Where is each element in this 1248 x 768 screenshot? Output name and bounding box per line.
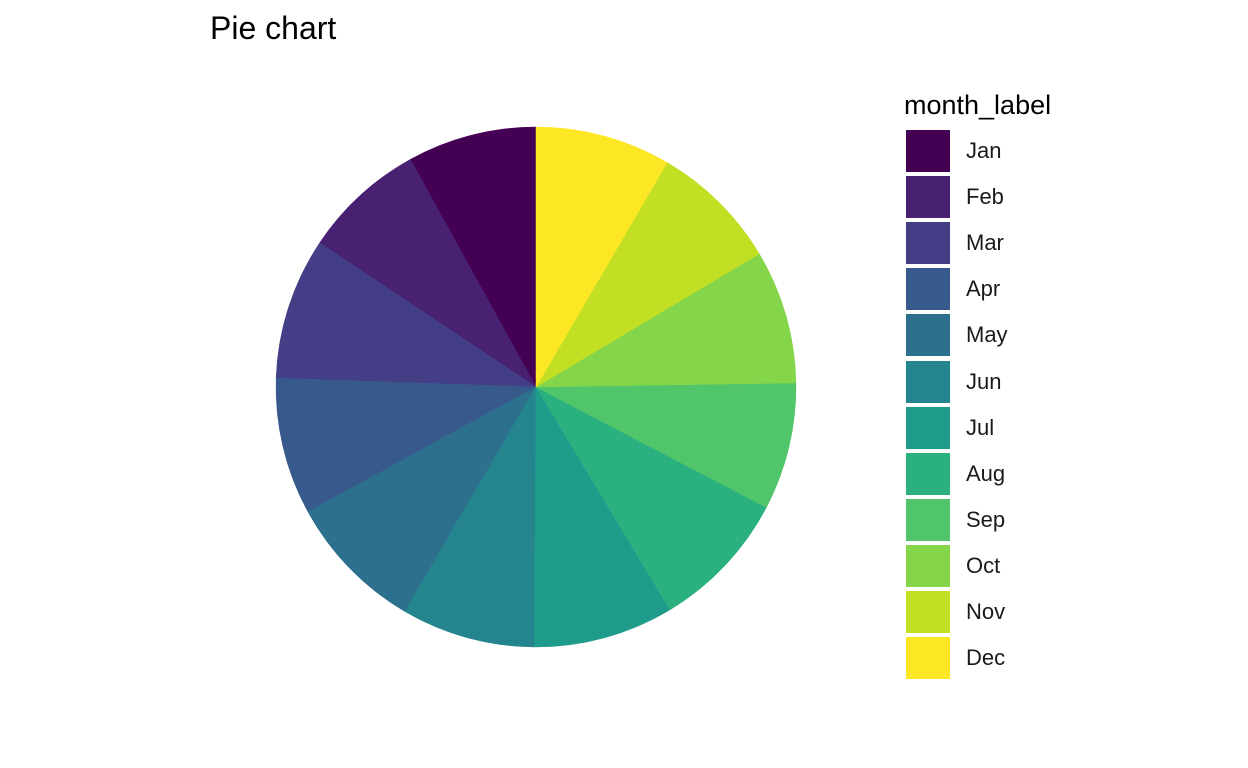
legend-items: Jan Feb Mar Apr May Jun Jul Aug Sep Oct Nov Dec <box>904 128 1124 681</box>
pie-slices <box>275 126 797 648</box>
pie-slice-jun <box>404 386 537 648</box>
legend-item-oct: Oct <box>904 543 1124 589</box>
legend-title: month_label <box>904 90 1052 120</box>
legend-item-mar: Mar <box>904 220 1124 266</box>
pie-slice-sep <box>535 382 797 508</box>
legend-key-apr <box>906 268 950 311</box>
legend-key-nov <box>906 590 950 633</box>
pie-slice-jul <box>534 386 671 648</box>
legend-item-may: May <box>904 312 1124 358</box>
legend-label-jul: Jul <box>966 414 995 440</box>
pie-slice-oct <box>535 253 797 388</box>
legend-key-may <box>906 314 950 357</box>
legend-key-jan <box>906 130 950 173</box>
legend-item-feb: Feb <box>904 174 1124 220</box>
pie-slice-may <box>307 386 537 612</box>
pie-slice-apr <box>275 377 537 513</box>
legend-key-jun <box>906 360 950 403</box>
legend-label-jun: Jun <box>966 368 1002 394</box>
legend-key-oct <box>906 544 950 587</box>
legend-label-aug: Aug <box>966 460 1006 486</box>
pie-slice-aug <box>535 386 767 611</box>
pie-slice-dec <box>535 126 668 388</box>
legend-key-aug <box>906 452 950 495</box>
legend-item-sep: Sep <box>904 497 1124 543</box>
legend-label-feb: Feb <box>966 184 1004 210</box>
legend-label-may: May <box>966 322 1008 348</box>
legend-label-dec: Dec <box>966 645 1006 671</box>
legend: month_label Jan Feb Mar Apr May Jun Jul Aug Sep O… <box>904 88 1124 681</box>
legend-label-oct: Oct <box>966 552 1001 578</box>
pie-slice-mar <box>275 242 537 388</box>
legend-item-dec: Dec <box>904 635 1124 681</box>
legend-key-dec <box>906 637 950 680</box>
legend-item-jun: Jun <box>904 358 1124 404</box>
chart-title: Pie chart <box>210 10 337 46</box>
legend-label-sep: Sep <box>966 506 1006 532</box>
legend-key-mar <box>906 222 950 265</box>
legend-item-apr: Apr <box>904 266 1124 312</box>
legend-label-nov: Nov <box>966 598 1006 624</box>
legend-key-feb <box>906 176 950 219</box>
legend-key-sep <box>906 498 950 541</box>
legend-key-jul <box>906 406 950 449</box>
legend-item-aug: Aug <box>904 451 1124 497</box>
legend-item-jan: Jan <box>904 128 1124 174</box>
legend-label-apr: Apr <box>966 276 1001 302</box>
legend-item-jul: Jul <box>904 405 1124 451</box>
legend-item-nov: Nov <box>904 589 1124 635</box>
pie-slice-jan <box>410 126 537 388</box>
legend-label-mar: Mar <box>966 230 1004 256</box>
legend-label-jan: Jan <box>966 138 1002 164</box>
pie-slice-feb <box>319 158 537 388</box>
pie-slice-nov <box>535 162 760 388</box>
